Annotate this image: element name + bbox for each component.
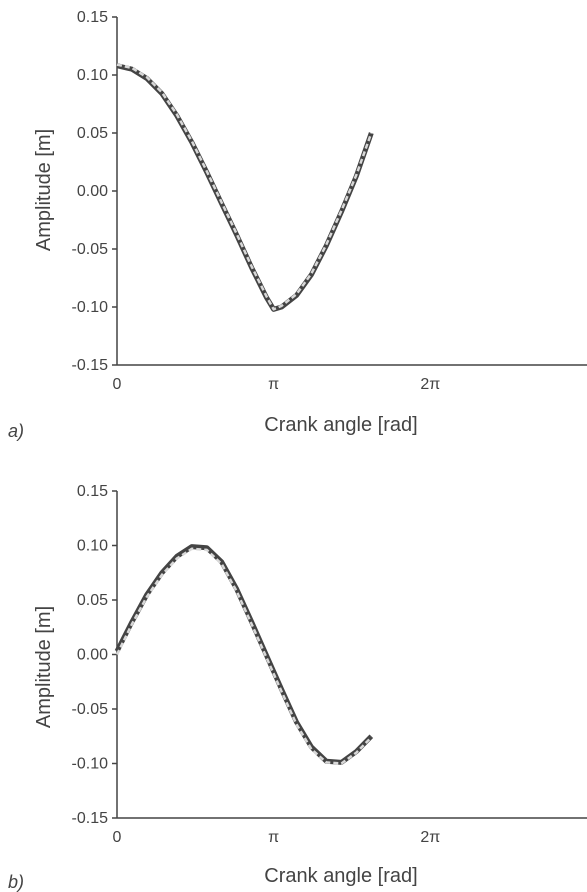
y-tick-label: -0.15	[72, 357, 109, 374]
y-tick-label: 0.05	[77, 592, 108, 609]
y-tick-label: -0.05	[72, 701, 109, 718]
y-tick-label: -0.15	[72, 810, 109, 827]
x-tick-label: π	[268, 829, 279, 846]
y-tick-label: -0.10	[72, 756, 109, 773]
y-tick-label: 0.15	[77, 483, 108, 500]
x-tick-label: π	[268, 376, 279, 393]
panel-label: a)	[8, 421, 24, 441]
x-tick-label: 0	[113, 829, 122, 846]
y-tick-label: 0.05	[77, 125, 108, 142]
x-axis-label: Crank angle [rad]	[264, 414, 417, 436]
x-tick-label: 0	[113, 376, 122, 393]
series-line-dashed	[116, 63, 373, 311]
y-axis-label: Amplitude [m]	[33, 129, 55, 251]
x-tick-label: 2π	[420, 376, 440, 393]
y-tick-label: 0.00	[77, 183, 108, 200]
series-line-solid	[116, 63, 374, 312]
y-tick-label: 0.00	[77, 647, 108, 664]
x-axis-label: Crank angle [rad]	[264, 865, 417, 887]
y-tick-label: -0.05	[72, 241, 109, 258]
x-tick-label: 2π	[420, 829, 440, 846]
chart-panel-b: Amplitude [m] Crank angle [rad] b) 0.15 0…	[8, 483, 587, 892]
y-tick-label: 0.10	[77, 538, 108, 555]
y-tick-label: 0.10	[77, 67, 108, 84]
panel-label: b)	[8, 872, 24, 892]
y-axis-label: Amplitude [m]	[33, 606, 55, 728]
y-tick-label: -0.10	[72, 299, 109, 316]
y-tick-label: 0.15	[77, 9, 108, 26]
chart-panel-a: Amplitude [m] Crank angle [rad] a) 0.15 0…	[8, 9, 587, 441]
series-line-dashed	[115, 547, 373, 765]
series-line-solid	[114, 544, 374, 765]
